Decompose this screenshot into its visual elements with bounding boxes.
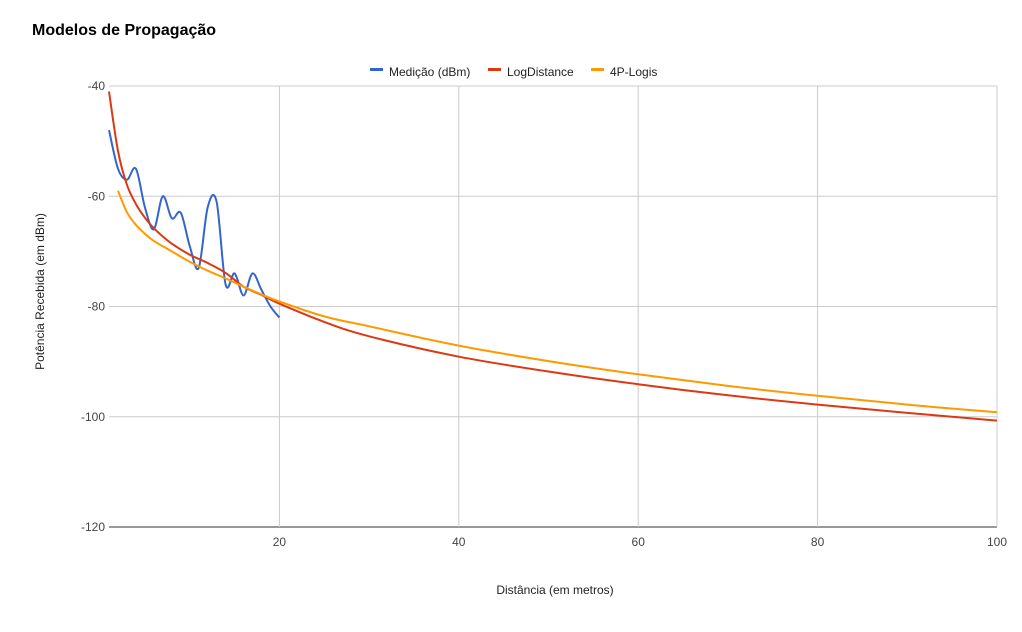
legend-label: LogDistance — [507, 65, 574, 79]
x-tick-label: 80 — [811, 535, 825, 549]
chart-title: Modelos de Propagação — [32, 22, 217, 39]
x-axis-label: Distância (em metros) — [496, 583, 613, 597]
y-tick-label: -80 — [88, 300, 106, 314]
x-tick-label: 20 — [273, 535, 287, 549]
legend-label: Medição (dBm) — [389, 65, 470, 79]
y-tick-label: -40 — [88, 79, 106, 93]
y-axis-label: Potência Recebida (em dBm) — [33, 213, 47, 370]
series-line-1 — [108, 129, 281, 319]
y-tick-label: -100 — [81, 410, 105, 424]
x-tick-label: 60 — [632, 535, 646, 549]
x-tick-label: 100 — [987, 535, 1007, 549]
series-line-2 — [108, 91, 998, 422]
y-tick-label: -120 — [81, 520, 105, 534]
x-tick-label: 40 — [452, 535, 466, 549]
legend-swatch — [488, 68, 501, 71]
legend-swatch — [370, 68, 383, 71]
legend-swatch — [591, 68, 604, 71]
y-tick-label: -60 — [88, 189, 106, 203]
legend-label: 4P-Logis — [610, 65, 657, 79]
series-line-3 — [117, 190, 998, 414]
